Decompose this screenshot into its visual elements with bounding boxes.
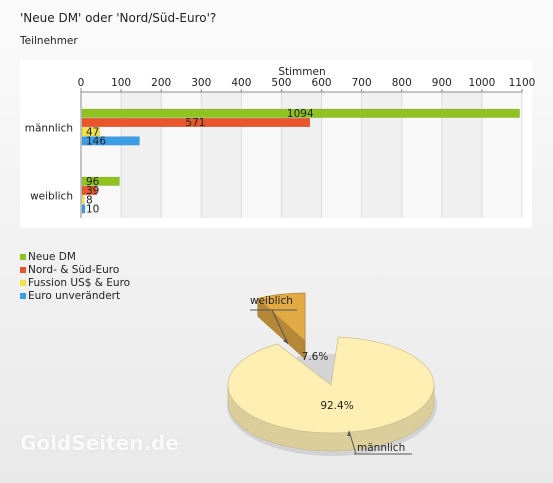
x-tick-label: 700 bbox=[352, 77, 372, 89]
y-category-label: weiblich bbox=[30, 190, 73, 202]
legend-item: Fussion US$ & Euro bbox=[20, 277, 130, 290]
bar bbox=[81, 127, 101, 137]
pie-slice bbox=[227, 336, 435, 434]
pie-slice bbox=[256, 292, 306, 342]
bar-value-label: 96 bbox=[86, 176, 100, 188]
bar bbox=[81, 185, 97, 196]
legend-swatch bbox=[20, 280, 26, 286]
bar bbox=[81, 117, 311, 128]
legend-swatch bbox=[20, 254, 26, 260]
x-tick-label: 400 bbox=[231, 77, 251, 89]
x-tick-label: 100 bbox=[111, 77, 131, 89]
bar-value-label: 39 bbox=[86, 185, 99, 197]
bar bbox=[81, 204, 86, 214]
bar-value-label: 1094 bbox=[287, 108, 314, 120]
bar-value-label: 47 bbox=[86, 126, 99, 138]
x-tick-label: 200 bbox=[151, 77, 171, 89]
x-tick-label: 900 bbox=[432, 77, 452, 89]
legend-swatch bbox=[20, 267, 26, 273]
x-tick-label: 1100 bbox=[509, 77, 536, 89]
bar bbox=[81, 176, 120, 186]
page-title: 'Neue DM' oder 'Nord/Süd-Euro'? bbox=[20, 11, 217, 25]
legend-item: Nord- & Süd-Euro bbox=[20, 264, 130, 277]
page-subtitle: Teilnehmer bbox=[20, 35, 78, 47]
bar-chart: 0 100 200 300 400 500 600 700 800 900 1000 1100 Sti… bbox=[24, 66, 536, 218]
pie-callout-arrow bbox=[283, 339, 288, 344]
y-category-label: männlich bbox=[25, 122, 73, 134]
bar bbox=[81, 195, 85, 205]
x-tick-label: 800 bbox=[392, 77, 412, 89]
bar-value-label: 146 bbox=[86, 136, 106, 148]
bar-value-label: 571 bbox=[185, 117, 205, 129]
x-tick-label: 1000 bbox=[469, 77, 496, 89]
legend-label: Nord- & Süd-Euro bbox=[28, 264, 120, 276]
pie-category-label: weiblich bbox=[250, 295, 293, 307]
legend-label: Fussion US$ & Euro bbox=[28, 277, 131, 289]
bar-value-label: 8 bbox=[86, 194, 93, 206]
x-tick-label: 0 bbox=[78, 77, 85, 89]
bar-value-label: 10 bbox=[86, 204, 99, 216]
legend-item: Neue DM bbox=[20, 251, 130, 264]
brand-watermark: GoldSeiten.de bbox=[20, 431, 179, 455]
x-axis-label: Stimmen bbox=[278, 66, 325, 78]
x-tick-label: 600 bbox=[312, 77, 332, 89]
legend-item: Euro unverändert bbox=[20, 290, 130, 303]
pie-value-label: 92.4% bbox=[320, 400, 353, 412]
legend-swatch bbox=[20, 293, 26, 299]
pie-value-label: 7.6% bbox=[302, 351, 329, 363]
x-tick-label: 500 bbox=[271, 77, 291, 89]
legend-label: Euro unverändert bbox=[28, 290, 121, 302]
bar bbox=[81, 136, 140, 146]
pie-category-label: männlich bbox=[357, 442, 405, 454]
legend-label: Neue DM bbox=[28, 251, 76, 263]
bar bbox=[81, 108, 520, 118]
pie-callout-line bbox=[250, 309, 297, 345]
legend: Neue DM Nord- & Süd-Euro Fussion US$ & Eur… bbox=[20, 251, 130, 303]
x-tick-label: 300 bbox=[191, 77, 211, 89]
pie-callout-arrow bbox=[347, 431, 351, 436]
